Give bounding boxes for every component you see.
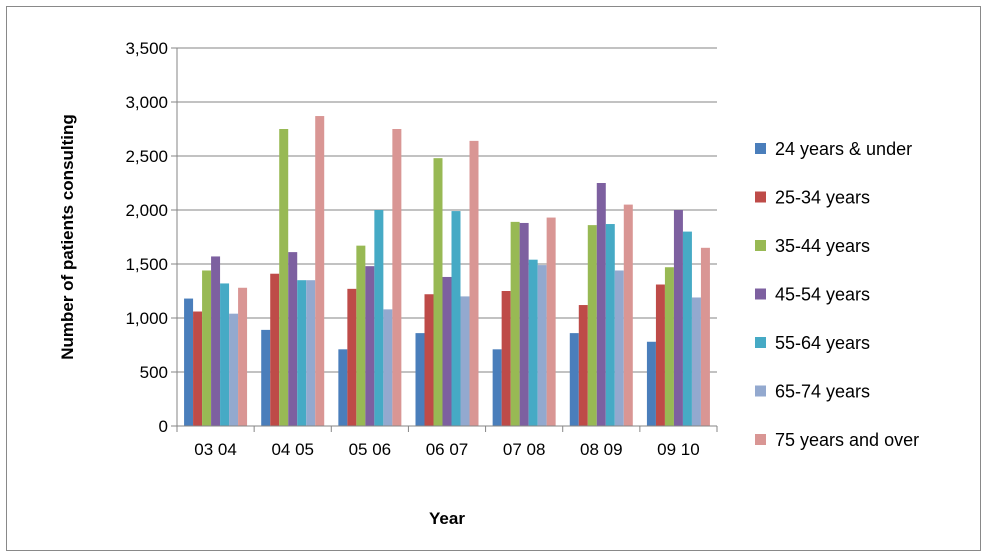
bar-04-05-series-4 [297, 280, 307, 426]
bar-07-08-series-1 [501, 291, 511, 426]
x-tick-labels: 03 04 04 05 05 06 06 07 07 08 08 09 09 10 [194, 440, 699, 459]
legend: 24 years & under 25-34 years 35-44 years 45… [755, 139, 919, 450]
bar-chart: 0 500 1,000 1,500 2,000 2,500 3,000 3,500 03 04… [58, 39, 919, 528]
x-tick-label: 04 05 [271, 440, 314, 459]
bar-08-09-series-5 [614, 270, 624, 426]
bar-09-10-series-0 [646, 341, 656, 426]
bar-08-09-series-2 [587, 225, 597, 426]
bar-09-10-series-2 [664, 267, 674, 426]
x-tick-label: 09 10 [657, 440, 700, 459]
bar-03-04-series-0 [184, 298, 194, 426]
y-tick-label: 1,500 [125, 255, 168, 274]
legend-label: 45-54 years [775, 285, 870, 305]
bar-06-07-series-4 [451, 211, 461, 426]
legend-swatch [755, 240, 766, 251]
legend-label: 24 years & under [775, 139, 912, 159]
x-tick-label: 08 09 [580, 440, 623, 459]
bar-08-09-series-6 [623, 204, 633, 426]
bar-03-04-series-4 [220, 283, 230, 426]
y-tick-label: 3,500 [125, 39, 168, 58]
bar-08-09-series-3 [596, 183, 606, 426]
x-tick-label: 06 07 [426, 440, 469, 459]
bar-05-06-series-5 [383, 309, 393, 426]
bar-04-05-series-6 [315, 116, 325, 426]
y-tick-label: 2,500 [125, 147, 168, 166]
y-tick-label: 500 [140, 363, 168, 382]
bar-03-04-series-2 [202, 270, 212, 426]
bar-04-05-series-3 [288, 252, 298, 426]
bar-03-04-series-1 [193, 311, 203, 426]
bar-09-10-series-3 [673, 210, 683, 426]
bar-09-10-series-6 [700, 247, 710, 426]
legend-swatch [755, 434, 766, 445]
bar-04-05-series-1 [270, 273, 280, 426]
y-tick-label: 1,000 [125, 309, 168, 328]
bar-07-08-series-4 [528, 259, 538, 426]
bar-05-06-series-1 [347, 288, 357, 426]
bar-06-07-series-1 [424, 294, 434, 426]
bar-05-06-series-0 [338, 349, 348, 426]
bar-06-07-series-3 [442, 276, 452, 426]
y-tick-labels: 0 500 1,000 1,500 2,000 2,500 3,000 3,500 [125, 39, 168, 436]
bar-06-07-series-6 [469, 140, 479, 426]
y-tick-label: 0 [159, 417, 168, 436]
legend-label: 25-34 years [775, 188, 870, 208]
x-tick-label: 05 06 [349, 440, 392, 459]
bar-09-10-series-4 [682, 231, 692, 426]
x-tick-label: 03 04 [194, 440, 237, 459]
legend-label: 65-74 years [775, 382, 870, 402]
bar-03-04-series-6 [238, 287, 248, 426]
chart-frame: 0 500 1,000 1,500 2,000 2,500 3,000 3,500 03 04… [6, 6, 981, 551]
legend-swatch [755, 143, 766, 154]
bar-07-08-series-6 [546, 217, 556, 426]
x-axis-title: Year [429, 509, 465, 528]
bar-08-09-series-0 [569, 333, 579, 426]
bar-05-06-series-4 [374, 210, 384, 426]
bar-07-08-series-2 [510, 221, 520, 426]
bar-09-10-series-1 [655, 284, 665, 426]
gridlines [177, 47, 717, 373]
x-tick-label: 07 08 [503, 440, 546, 459]
bar-05-06-series-3 [365, 266, 375, 426]
legend-swatch [755, 191, 766, 203]
bar-07-08-series-3 [519, 222, 529, 426]
bar-06-07-series-2 [433, 158, 443, 426]
legend-label: 35-44 years [775, 236, 870, 256]
bar-06-07-series-0 [415, 333, 425, 426]
bars [184, 116, 710, 426]
bar-04-05-series-5 [306, 280, 316, 426]
legend-label: 55-64 years [775, 333, 870, 353]
bar-08-09-series-4 [605, 224, 615, 426]
axes [171, 47, 718, 432]
bar-05-06-series-2 [356, 245, 366, 426]
y-tick-label: 3,000 [125, 93, 168, 112]
legend-label: 75 years and over [775, 430, 919, 450]
bar-07-08-series-0 [492, 349, 502, 426]
bar-09-10-series-5 [691, 297, 701, 426]
bar-03-04-series-5 [229, 313, 239, 426]
y-axis-title: Number of patients consulting [58, 114, 77, 360]
bar-04-05-series-0 [261, 329, 271, 426]
bar-08-09-series-1 [578, 305, 588, 426]
bar-07-08-series-5 [537, 265, 547, 426]
y-tick-label: 2,000 [125, 201, 168, 220]
legend-swatch [755, 385, 766, 397]
bar-04-05-series-2 [279, 129, 289, 426]
legend-swatch [755, 337, 766, 348]
bar-03-04-series-3 [211, 256, 221, 426]
bar-06-07-series-5 [460, 296, 470, 426]
legend-swatch [755, 288, 766, 300]
bar-05-06-series-6 [392, 129, 402, 426]
